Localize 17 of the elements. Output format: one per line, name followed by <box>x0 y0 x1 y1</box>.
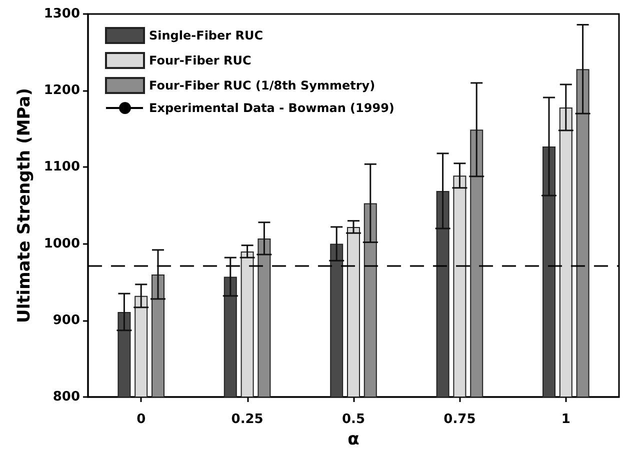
y-tick-label: 1200 <box>44 83 80 98</box>
legend-label: Four-Fiber RUC <box>149 54 252 68</box>
y-tick-label: 900 <box>52 312 80 328</box>
x-tick-label: 0 <box>136 412 146 427</box>
legend-label: Single-Fiber RUC <box>149 28 264 42</box>
x-tick-label: 0.75 <box>444 412 476 427</box>
y-tick-label: 1000 <box>44 236 80 252</box>
y-tick-label: 800 <box>52 390 80 404</box>
y-tick-label: 1100 <box>44 160 80 175</box>
x-tick-label: 0.25 <box>231 412 264 427</box>
x-axis-title: α <box>348 429 360 450</box>
legend-label: Experimental Data - Bowman (1999) <box>149 101 394 115</box>
x-tick-label: 1 <box>561 412 570 427</box>
x-tick-label: 0.5 <box>342 412 366 427</box>
legend-label: Four-Fiber RUC (1/8th Symmetry) <box>149 78 376 92</box>
y-tick-label: 1300 <box>44 6 80 22</box>
y-axis-title: Ultimate Strength (MPa) <box>14 88 34 323</box>
